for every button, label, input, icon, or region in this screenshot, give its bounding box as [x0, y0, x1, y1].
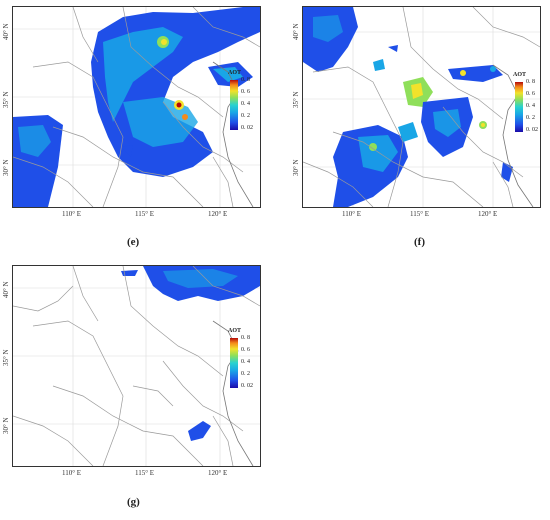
lon-tick: 120° E — [478, 210, 498, 218]
legend-tick: 0. 2 — [241, 371, 250, 377]
legend-tick: 0. 4 — [241, 359, 250, 365]
lat-tick: 40° N — [2, 281, 10, 298]
aot-map-g — [13, 266, 260, 466]
aot-coverage-g — [121, 266, 260, 441]
lon-tick: 120° E — [208, 210, 228, 218]
lon-tick: 115° E — [135, 469, 155, 477]
aot-map-e — [13, 7, 260, 207]
map-f — [302, 6, 541, 208]
aot-coverage-e — [13, 7, 260, 207]
panel-caption: (g) — [127, 496, 140, 508]
legend-tick: 0. 6 — [241, 347, 250, 353]
lat-tick: 30° N — [292, 159, 300, 176]
lat-tick: 35° N — [292, 91, 300, 108]
legend-tick: 0. 4 — [526, 103, 535, 109]
lon-tick: 120° E — [208, 469, 228, 477]
panel-caption: (e) — [127, 236, 140, 248]
legend-tick: 0. 2 — [241, 113, 250, 119]
legend-tick: 0. 02 — [241, 125, 253, 131]
legend-tick: 0. 2 — [526, 115, 535, 121]
province-borders-g — [13, 266, 260, 466]
lat-tick: 30° N — [2, 417, 10, 434]
legend-title: AOT — [228, 70, 242, 76]
aot-map-f — [303, 7, 540, 207]
legend-tick: 0. 8 — [526, 79, 535, 85]
legend-colorbar — [230, 80, 238, 130]
coastline-f — [492, 64, 534, 207]
coastline-g — [212, 320, 254, 466]
legend-colorbar — [515, 82, 523, 132]
legend-tick: 0. 6 — [526, 91, 535, 97]
aot-coverage-f — [303, 7, 513, 207]
legend-tick: 0. 02 — [241, 383, 253, 389]
lon-tick: 115° E — [135, 210, 155, 218]
legend-title: AOT — [228, 328, 242, 334]
lat-tick: 35° N — [2, 349, 10, 366]
panel-caption: (f) — [414, 236, 425, 248]
lon-tick: 115° E — [410, 210, 430, 218]
legend-tick: 0. 6 — [241, 89, 250, 95]
legend-tick: 0. 8 — [241, 77, 250, 83]
legend-tick: 0. 4 — [241, 101, 250, 107]
legend-colorbar — [230, 338, 238, 388]
lat-tick: 40° N — [292, 23, 300, 40]
map-e — [12, 6, 261, 208]
map-g — [12, 265, 261, 467]
coastline-e — [212, 61, 254, 207]
lon-tick: 110° E — [62, 210, 82, 218]
legend-tick: 0. 02 — [526, 127, 538, 133]
lat-tick: 30° N — [2, 159, 10, 176]
legend-title: AOT — [513, 72, 527, 78]
legend-tick: 0. 8 — [241, 335, 250, 341]
lon-tick: 110° E — [62, 469, 82, 477]
lat-tick: 40° N — [2, 23, 10, 40]
province-borders-f — [303, 7, 540, 207]
lon-tick: 110° E — [342, 210, 362, 218]
province-borders-e — [13, 7, 260, 207]
lat-tick: 35° N — [2, 91, 10, 108]
